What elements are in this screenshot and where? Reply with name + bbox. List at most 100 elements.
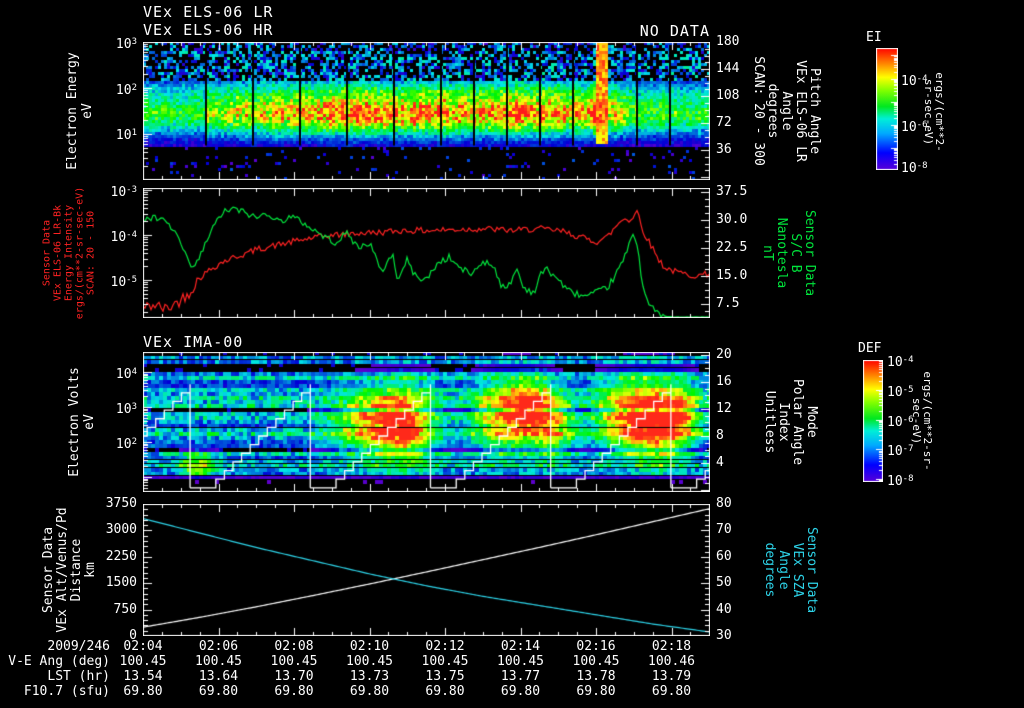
footer-value: 69.80 bbox=[500, 684, 541, 699]
axis-tick-label: 10-6 bbox=[901, 120, 928, 135]
footer-value: 69.80 bbox=[651, 684, 692, 699]
panel1-right-ticks: 180 144 108 72 36 bbox=[716, 34, 776, 180]
axis-tick-label: 3750 bbox=[105, 496, 137, 511]
ei-colorbar-ticks: 10-4 10-6 10-8 bbox=[901, 48, 956, 176]
ei-colorbar-canvas bbox=[876, 48, 898, 170]
footer-value: 69.80 bbox=[425, 684, 465, 699]
axis-tick-label: 10-3 bbox=[110, 185, 138, 200]
axis-tick-label: 7.5 bbox=[716, 296, 740, 311]
panel1-title-lr: VEx ELS-06 LR bbox=[143, 3, 274, 21]
axis-tick-label: 10-6 bbox=[887, 415, 914, 430]
axis-tick-label: 16 bbox=[716, 374, 732, 389]
axis-tick-label: 10-5 bbox=[887, 385, 914, 400]
axis-tick-label: 102 bbox=[115, 437, 137, 452]
footer-row-label: F10.7 (sfu) bbox=[23, 684, 110, 699]
axis-tick-label: 2250 bbox=[105, 549, 137, 564]
footer-value: 100.45 bbox=[270, 654, 318, 669]
footer-value: 13.70 bbox=[274, 669, 314, 684]
axis-tick-label: 30.0 bbox=[716, 212, 748, 227]
footer-value: 100.45 bbox=[497, 654, 544, 669]
footer-value: 13.54 bbox=[123, 669, 163, 684]
panel1-title-hr: VEx ELS-06 HR bbox=[143, 21, 274, 39]
footer-time: 02:14 bbox=[500, 639, 541, 654]
footer-row-label: V-E Ang (deg) bbox=[8, 654, 110, 669]
axis-tick-label: 8 bbox=[716, 428, 724, 443]
panel3-right-ticks: 20 16 12 8 4 bbox=[716, 347, 776, 492]
def-colorbar-ticks: 10-4 10-5 10-6 10-7 10-8 bbox=[887, 355, 942, 489]
axis-tick-label: 30 bbox=[716, 628, 732, 643]
footer-value: 13.64 bbox=[198, 669, 239, 684]
footer-time: 02:12 bbox=[425, 639, 465, 654]
footer-row-label: LST (hr) bbox=[47, 669, 110, 684]
axis-tick-label: 101 bbox=[115, 128, 137, 143]
axis-tick-label: 10-5 bbox=[110, 275, 138, 290]
def-colorbar-title: DEF bbox=[858, 341, 882, 356]
axis-tick-label: 102 bbox=[115, 83, 137, 98]
footer-date-label: 2009/246 bbox=[47, 639, 110, 654]
footer-value: 100.45 bbox=[119, 654, 167, 669]
axis-tick-label: 104 bbox=[115, 367, 137, 382]
footer-value: 100.45 bbox=[421, 654, 469, 669]
panel3-title: VEx IMA-00 bbox=[143, 333, 244, 351]
ima-spectrogram-canvas bbox=[143, 352, 710, 492]
def-colorbar-canvas bbox=[863, 360, 883, 482]
axis-tick-label: 108 bbox=[716, 88, 740, 103]
panel3-left-ticks: 104 103 102 bbox=[0, 352, 137, 492]
axis-tick-label: 10-4 bbox=[887, 355, 914, 370]
footer-value: 69.80 bbox=[198, 684, 239, 699]
axis-tick-label: 10-8 bbox=[901, 161, 928, 176]
footer-value: 100.46 bbox=[648, 654, 695, 669]
footer-value: 13.78 bbox=[576, 669, 616, 684]
intensity-bfield-canvas bbox=[143, 188, 710, 318]
footer-time: 02:10 bbox=[349, 639, 390, 654]
axis-tick-label: 40 bbox=[716, 602, 732, 617]
axis-tick-label: 10-4 bbox=[110, 230, 138, 245]
axis-tick-label: 50 bbox=[716, 575, 732, 590]
els-spectrogram-canvas bbox=[143, 42, 710, 180]
footer-time: 02:16 bbox=[576, 639, 616, 654]
footer-time: 02:04 bbox=[123, 639, 163, 654]
axis-tick-label: 750 bbox=[113, 602, 137, 617]
axis-tick-label: 20 bbox=[716, 347, 732, 362]
axis-tick-label: 70 bbox=[716, 522, 732, 537]
axis-tick-label: 15.0 bbox=[716, 268, 748, 283]
footer-value: 100.45 bbox=[346, 654, 393, 669]
axis-tick-label: 37.5 bbox=[716, 184, 748, 199]
footer-value: 13.73 bbox=[349, 669, 390, 684]
panel1-left-ticks: 103 102 101 bbox=[0, 37, 137, 180]
footer-value: 100.45 bbox=[195, 654, 242, 669]
axis-tick-label: 103 bbox=[115, 37, 137, 52]
panel2-right-ticks: 37.5 30.0 22.5 15.0 7.5 bbox=[716, 184, 776, 318]
axis-tick-label: 1500 bbox=[105, 575, 137, 590]
axis-tick-label: 22.5 bbox=[716, 240, 748, 255]
axis-tick-label: 10-7 bbox=[887, 444, 914, 459]
panel4-left-ticks: 3750 3000 2250 1500 750 0 bbox=[0, 496, 137, 643]
footer-value: 69.80 bbox=[123, 684, 163, 699]
footer-time: 02:08 bbox=[274, 639, 314, 654]
axis-tick-label: 60 bbox=[716, 549, 732, 564]
altitude-sza-canvas bbox=[143, 504, 710, 636]
axis-tick-label: 10-8 bbox=[887, 474, 914, 489]
axis-tick-label: 12 bbox=[716, 401, 732, 416]
footer-value: 13.79 bbox=[651, 669, 692, 684]
axis-tick-label: 10-4 bbox=[901, 74, 928, 89]
footer-value: 69.80 bbox=[274, 684, 314, 699]
axis-tick-label: 103 bbox=[115, 402, 137, 417]
footer-value: 69.80 bbox=[576, 684, 616, 699]
axis-tick-label: 144 bbox=[716, 61, 740, 76]
footer-value: 69.80 bbox=[349, 684, 390, 699]
footer-value: 13.75 bbox=[425, 669, 465, 684]
axis-tick-label: 80 bbox=[716, 496, 732, 511]
axis-tick-label: 3000 bbox=[105, 522, 137, 537]
panel2-left-ticks: 10-3 10-4 10-5 bbox=[0, 185, 138, 318]
axis-tick-label: 72 bbox=[716, 115, 732, 130]
footer-value: 100.45 bbox=[572, 654, 620, 669]
axis-tick-label: 36 bbox=[716, 142, 732, 157]
footer-time: 02:06 bbox=[198, 639, 239, 654]
axis-tick-label: 0 bbox=[129, 628, 137, 643]
axis-tick-label: 180 bbox=[716, 34, 740, 49]
panel4-right-ticks: 80 70 60 50 40 30 bbox=[716, 496, 776, 643]
no-data-label: NO DATA bbox=[639, 22, 710, 40]
footer-value: 13.77 bbox=[500, 669, 541, 684]
